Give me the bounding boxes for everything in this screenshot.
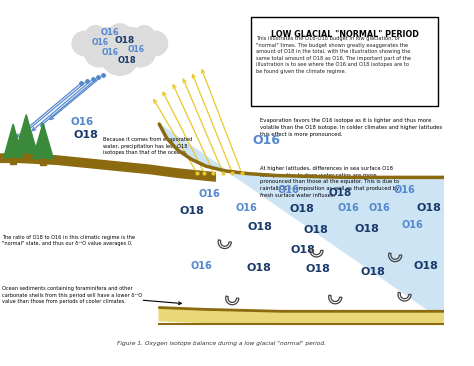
Text: O18: O18 — [248, 222, 273, 232]
Text: This illustrates the O16-O18 budget in low glaciation, or
"normal" times. The bu: This illustrates the O16-O18 budget in l… — [255, 36, 410, 74]
Text: O16: O16 — [253, 134, 281, 147]
Text: O16: O16 — [128, 45, 144, 53]
Text: O18: O18 — [289, 204, 314, 214]
Text: O18: O18 — [360, 267, 385, 277]
Text: O16: O16 — [401, 220, 423, 230]
Text: Because it comes from evaporated
water, precipitation has less O18
isotopes than: Because it comes from evaporated water, … — [103, 137, 192, 155]
Text: At higher latitudes, differences in sea surface O18
isotope ratios to deep water: At higher latitudes, differences in sea … — [260, 166, 400, 198]
Text: O18: O18 — [414, 261, 438, 271]
Text: O16: O16 — [236, 203, 257, 213]
Text: O16: O16 — [71, 117, 94, 127]
Polygon shape — [15, 115, 37, 154]
Text: LOW GLACIAL "NORMAL" PERIOD: LOW GLACIAL "NORMAL" PERIOD — [271, 30, 419, 40]
Text: The ratio of O18 to O16 in this climatic regime is the
"normal" state, and thus : The ratio of O18 to O16 in this climatic… — [2, 235, 135, 246]
Circle shape — [126, 37, 155, 67]
Circle shape — [84, 37, 114, 67]
Text: Evaporation favors the O16 isotope as it is lighter and thus more
volatile than : Evaporation favors the O16 isotope as it… — [260, 118, 443, 137]
Polygon shape — [10, 158, 16, 164]
Polygon shape — [159, 124, 444, 321]
Text: O18: O18 — [328, 188, 352, 198]
Polygon shape — [4, 124, 22, 158]
Text: O18: O18 — [306, 264, 331, 274]
Circle shape — [72, 31, 96, 56]
Polygon shape — [23, 154, 29, 161]
Circle shape — [85, 26, 106, 46]
Text: O18: O18 — [114, 36, 135, 45]
Circle shape — [143, 31, 168, 56]
Text: O18: O18 — [74, 130, 99, 140]
Text: O18: O18 — [355, 224, 380, 234]
Text: O16: O16 — [393, 184, 415, 195]
Text: O16: O16 — [278, 186, 299, 195]
Text: O18: O18 — [417, 203, 441, 213]
Text: O16: O16 — [102, 48, 119, 57]
Text: O16: O16 — [199, 189, 220, 199]
Text: O18: O18 — [247, 263, 272, 273]
FancyBboxPatch shape — [251, 17, 438, 106]
Text: Ocean sediments containing foraminifera and other
carbonate shells from this per: Ocean sediments containing foraminifera … — [2, 286, 142, 304]
Text: O16: O16 — [91, 38, 109, 47]
Circle shape — [117, 27, 145, 56]
Text: O16: O16 — [337, 203, 359, 213]
Circle shape — [108, 24, 132, 48]
Text: O16: O16 — [368, 203, 390, 213]
Circle shape — [95, 27, 123, 56]
Text: O16: O16 — [191, 261, 212, 271]
Text: O18: O18 — [290, 246, 315, 255]
Circle shape — [134, 26, 155, 46]
Polygon shape — [0, 154, 215, 181]
Text: O18: O18 — [303, 225, 328, 235]
Text: O18: O18 — [118, 56, 137, 65]
Polygon shape — [33, 123, 54, 158]
Text: Figure 1. Oxygen isotope balance during a low glacial "normal" period.: Figure 1. Oxygen isotope balance during … — [118, 341, 327, 346]
Polygon shape — [40, 158, 46, 165]
Text: O16: O16 — [101, 28, 120, 37]
Circle shape — [101, 38, 138, 75]
Text: O18: O18 — [180, 206, 204, 216]
Polygon shape — [159, 307, 444, 324]
